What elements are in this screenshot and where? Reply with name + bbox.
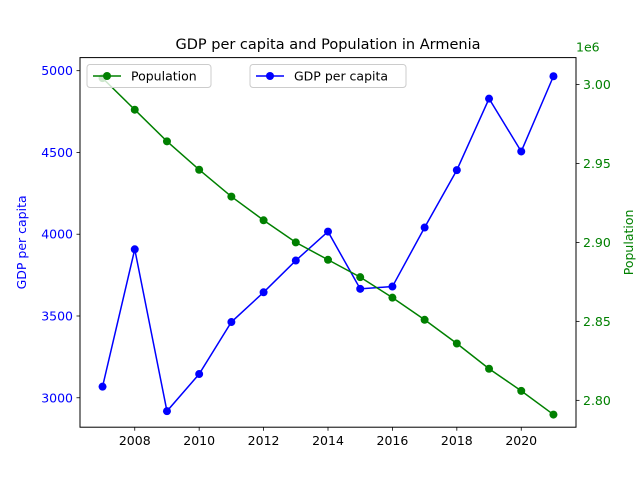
left-y-tick-label: 3500 <box>41 308 73 323</box>
gdp-per-capita-point <box>485 94 494 103</box>
gdp-per-capita-point <box>162 407 171 416</box>
gdp-per-capita-point <box>195 370 204 379</box>
right-y-tick-label: 2.95 <box>583 156 611 171</box>
gdp-per-capita-point <box>420 223 429 232</box>
gdp-per-capita-point <box>291 256 300 265</box>
population-point <box>388 293 397 302</box>
gdp-per-capita-point <box>324 227 332 236</box>
population-point <box>227 192 236 201</box>
x-tick-label: 2010 <box>183 433 215 448</box>
gdp-per-capita-point <box>388 282 397 291</box>
left-y-tick-label: 5000 <box>41 63 73 78</box>
x-tick-label: 2018 <box>441 433 473 448</box>
population-legend-label: Population <box>131 69 197 84</box>
gdp-per-capita-point <box>517 147 526 156</box>
plot-layer: 2008 2010 2012 2014 2016 2018 2020 3000 3500 4000… <box>14 40 636 449</box>
gdp-per-capita-point <box>259 288 268 297</box>
plot-frame <box>79 57 577 428</box>
population-point <box>195 165 204 174</box>
x-tick-label: 2014 <box>312 433 344 448</box>
x-tick-label: 2012 <box>248 433 280 448</box>
x-tick-label: 2016 <box>377 433 409 448</box>
population-point <box>420 315 429 324</box>
left-y-tick-label: 4500 <box>41 145 73 160</box>
population-point <box>291 238 300 247</box>
population-legend-box <box>86 64 212 88</box>
gdp-per-capita-point <box>227 318 236 327</box>
population-point <box>485 364 494 373</box>
gdp-per-capita-legend-marker <box>266 72 274 80</box>
left-y-tick-label: 4000 <box>41 227 73 242</box>
population-point <box>259 216 268 225</box>
gdp-per-capita-legend-box <box>249 64 407 88</box>
right-y-tick-label: 2.90 <box>583 235 611 250</box>
right-y-tick-label: 2.80 <box>583 393 611 408</box>
population-point <box>356 273 365 282</box>
gdp-per-capita-point <box>98 382 107 391</box>
right-y-tick-label: 2.85 <box>583 314 611 329</box>
left-y-tick-label: 3000 <box>41 390 73 405</box>
right-y-axis-label: Population <box>621 210 636 276</box>
right-y-offset-text: 1e6 <box>576 40 600 55</box>
gdp-per-capita-point <box>452 166 461 175</box>
x-tick-label: 2008 <box>119 433 151 448</box>
population-legend-marker <box>103 72 111 80</box>
gdp-per-capita-legend-label: GDP per capita <box>294 69 388 84</box>
gdp-per-capita-point <box>549 72 558 81</box>
population-point <box>549 410 558 419</box>
left-y-axis-label: GDP per capita <box>14 195 29 289</box>
population-point <box>452 339 461 348</box>
x-tick-label: 2020 <box>505 433 537 448</box>
population-point <box>517 386 526 395</box>
gdp-per-capita-point <box>356 284 365 293</box>
population-point <box>130 105 139 114</box>
population-point <box>162 137 171 146</box>
right-y-tick-label: 3.00 <box>583 77 611 92</box>
population-point <box>324 255 332 264</box>
chart-title: GDP per capita and Population in Armenia <box>175 37 480 53</box>
gdp-per-capita-point <box>130 245 139 254</box>
